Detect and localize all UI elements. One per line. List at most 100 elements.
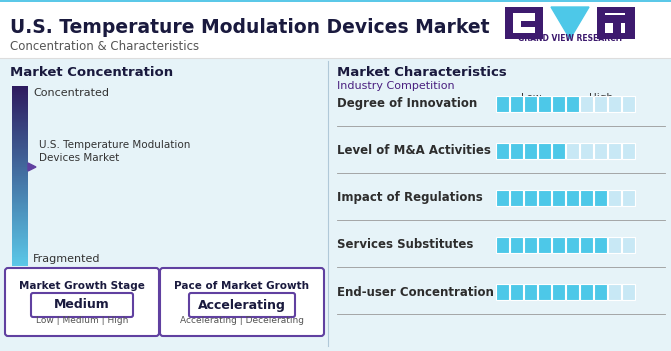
Bar: [12, 114, 28, 116]
Bar: [12, 262, 28, 263]
Bar: [12, 163, 28, 164]
Bar: [12, 187, 28, 188]
Bar: [12, 205, 28, 207]
Bar: [12, 138, 28, 139]
Bar: [12, 260, 28, 261]
Bar: [12, 121, 28, 122]
Bar: [12, 193, 28, 195]
Bar: [622, 143, 635, 159]
Bar: [538, 284, 550, 300]
Text: Market Growth Stage: Market Growth Stage: [19, 281, 145, 291]
Bar: [12, 93, 28, 94]
Bar: [12, 237, 28, 238]
Bar: [521, 21, 539, 27]
Bar: [12, 181, 28, 182]
FancyBboxPatch shape: [5, 268, 159, 336]
Bar: [12, 136, 28, 137]
Bar: [0, 0, 671, 58]
Bar: [12, 253, 28, 254]
Text: Market Characteristics: Market Characteristics: [337, 66, 507, 79]
Bar: [12, 183, 28, 184]
Bar: [12, 113, 28, 114]
Bar: [12, 141, 28, 143]
Bar: [12, 140, 28, 142]
Bar: [12, 179, 28, 180]
Bar: [552, 143, 564, 159]
Bar: [12, 226, 28, 227]
Bar: [12, 159, 28, 161]
Bar: [12, 86, 28, 87]
Text: Impact of Regulations: Impact of Regulations: [337, 192, 482, 205]
Bar: [12, 227, 28, 228]
Bar: [12, 244, 28, 245]
Bar: [12, 94, 28, 95]
Bar: [12, 222, 28, 224]
Bar: [12, 234, 28, 236]
Bar: [12, 156, 28, 157]
Bar: [524, 143, 537, 159]
Bar: [12, 185, 28, 187]
Bar: [608, 237, 621, 253]
Bar: [12, 177, 28, 179]
Bar: [524, 284, 537, 300]
Bar: [510, 96, 523, 112]
Bar: [12, 160, 28, 161]
Bar: [12, 257, 28, 258]
Bar: [12, 130, 28, 131]
Bar: [12, 225, 28, 226]
Bar: [12, 122, 28, 124]
Bar: [12, 151, 28, 153]
Bar: [12, 247, 28, 248]
Bar: [12, 238, 28, 240]
Bar: [552, 190, 564, 206]
Bar: [566, 237, 578, 253]
Bar: [12, 88, 28, 90]
Bar: [12, 209, 28, 210]
Bar: [12, 126, 28, 127]
Bar: [12, 199, 28, 200]
Bar: [12, 206, 28, 207]
Bar: [608, 143, 621, 159]
Bar: [12, 132, 28, 134]
Bar: [12, 172, 28, 173]
Bar: [608, 96, 621, 112]
Bar: [513, 13, 535, 33]
Bar: [12, 228, 28, 229]
Bar: [12, 87, 28, 89]
Bar: [12, 148, 28, 149]
Bar: [12, 251, 28, 252]
Bar: [12, 89, 28, 91]
Bar: [12, 188, 28, 190]
Bar: [12, 195, 28, 197]
Bar: [12, 153, 28, 154]
Bar: [12, 231, 28, 233]
Bar: [12, 133, 28, 134]
Bar: [12, 250, 28, 252]
Text: Concentrated: Concentrated: [33, 88, 109, 98]
Bar: [12, 167, 28, 169]
Text: Fragmented: Fragmented: [33, 254, 101, 264]
Bar: [12, 194, 28, 196]
Bar: [580, 190, 592, 206]
Bar: [12, 158, 28, 160]
Bar: [12, 219, 28, 220]
Bar: [510, 190, 523, 206]
Bar: [12, 249, 28, 251]
Bar: [594, 96, 607, 112]
Bar: [12, 97, 28, 99]
Bar: [538, 143, 550, 159]
Bar: [12, 102, 28, 104]
Bar: [12, 104, 28, 105]
Text: High: High: [589, 93, 613, 103]
Bar: [613, 23, 621, 39]
Bar: [597, 7, 635, 39]
Bar: [608, 284, 621, 300]
Bar: [12, 201, 28, 202]
Bar: [12, 131, 28, 133]
Bar: [12, 124, 28, 126]
Bar: [12, 212, 28, 213]
Bar: [580, 284, 592, 300]
Bar: [12, 86, 28, 88]
Text: Market Concentration: Market Concentration: [10, 66, 173, 79]
Bar: [622, 190, 635, 206]
